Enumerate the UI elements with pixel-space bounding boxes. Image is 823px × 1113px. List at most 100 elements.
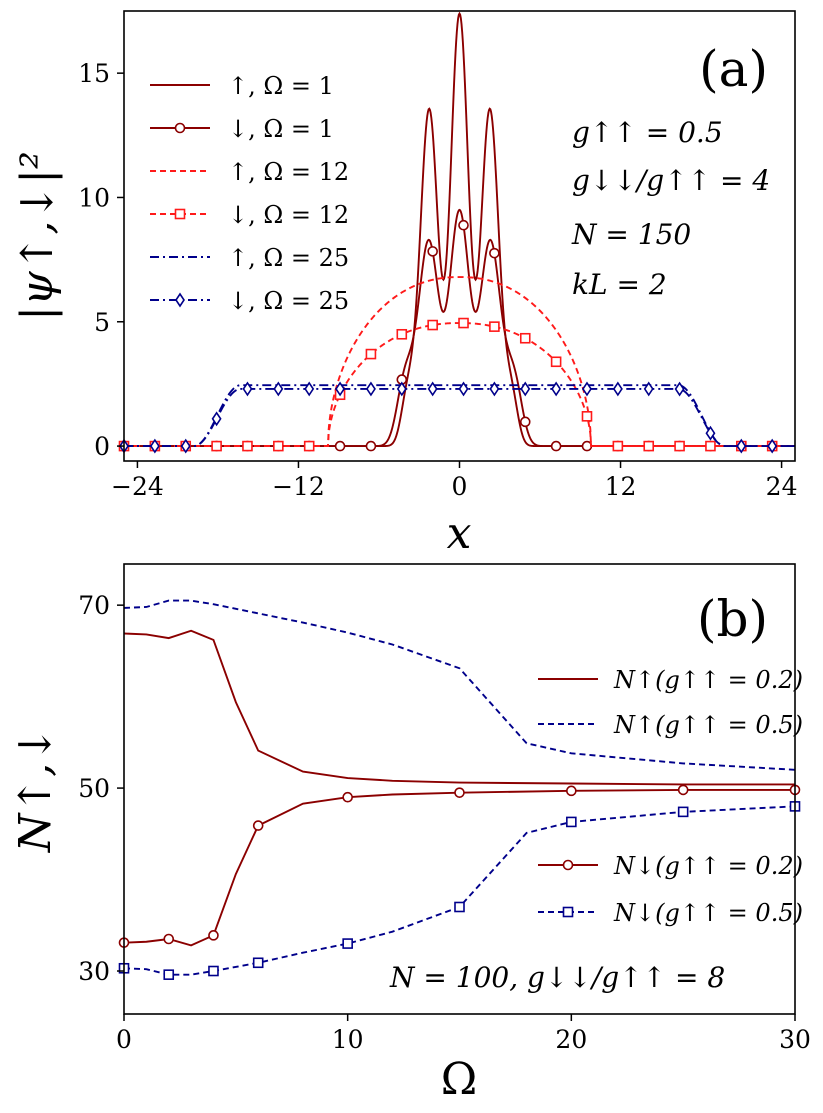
panel-b-series-3-point xyxy=(454,787,465,798)
panel-b-series-line-1 xyxy=(123,629,795,786)
panel-b-x-axis-label: Ω xyxy=(441,1054,477,1105)
panel-a-series-6-point xyxy=(180,438,191,454)
panel-b-series-4-point xyxy=(454,901,465,913)
panel-a-series-4-point xyxy=(705,440,716,452)
panel-b-series-4-point xyxy=(163,969,175,980)
panel-b-y-tick-label: 30 xyxy=(78,957,110,986)
panel-a-series-4-point xyxy=(396,328,408,340)
panel-b-series-3-point xyxy=(677,784,689,796)
legend-a-entry-6: ↓, Ω = 25 xyxy=(228,287,349,315)
panel-a-series-6-point xyxy=(489,381,500,397)
panel-b-series-4-point xyxy=(342,938,353,949)
panel-a-series-6-point xyxy=(582,381,592,397)
panel-a-series-6-point xyxy=(242,381,253,397)
panel-a-legend: ↑, Ω = 1 ↓, Ω = 1 ↑, Ω = 12 ↓, Ω = 12 ↑,… xyxy=(150,72,349,315)
panel-a-x-tick-label: −24 xyxy=(111,472,164,501)
legend-a-entry-4: ↓, Ω = 12 xyxy=(228,201,349,229)
panel-a-series-line-5 xyxy=(124,384,795,448)
panel-a-curves xyxy=(118,11,795,454)
legend-a-entry-1: ↑, Ω = 1 xyxy=(228,72,334,100)
panel-b-x-tick-label: 20 xyxy=(555,1025,587,1054)
panel-b-series-3-point xyxy=(252,820,264,831)
annotation-kl: kL = 2 xyxy=(572,268,667,301)
panel-a-series-4-point xyxy=(489,321,500,332)
panel-a-series-6-point xyxy=(149,438,160,454)
legend-b-sample-marker-3 xyxy=(562,859,574,871)
panel-b-series-4-point xyxy=(208,965,219,977)
panel-a-x-tick-label: 12 xyxy=(605,472,637,501)
legend-b-entry-3: N↓(g↑↑ = 0.2) xyxy=(613,852,803,880)
panel-a-series-6-point xyxy=(365,381,376,397)
panel-b-legend-samples xyxy=(538,678,598,918)
panel-a-series-4-point xyxy=(643,440,655,452)
panel-a-series-4-point xyxy=(458,317,469,329)
panel-a-series-6-point xyxy=(304,381,315,397)
panel-a-series-6-point xyxy=(612,381,623,397)
panel-a-series-4-point xyxy=(581,411,593,422)
legend-a-entry-5: ↑, Ω = 25 xyxy=(228,244,349,272)
panel-a-series-2-point xyxy=(427,246,438,257)
panel-b-series-4-point xyxy=(252,957,264,969)
panel-a-series-2-point xyxy=(489,247,500,259)
panel-b-x-tick-label: 30 xyxy=(779,1025,811,1054)
panel-a-ticks: −24 −12 0 12 24 0 5 10 15 xyxy=(78,59,797,501)
panel-a-series-6-point xyxy=(643,381,654,397)
panel-a-y-tick-label: 15 xyxy=(78,59,110,88)
annotation-g-ratio: g↓↓/g↑↑ = 4 xyxy=(572,164,770,197)
panel-a-series-2-point xyxy=(458,219,469,231)
panel-a-series-4-point xyxy=(273,440,284,452)
panel-a-series-6-point xyxy=(427,381,438,397)
panel-a-series-4-point xyxy=(365,348,377,360)
panel-a-x-axis-label: x xyxy=(447,508,472,559)
panel-a-series-line-6 xyxy=(124,387,795,448)
panel-a-legend-samples xyxy=(150,84,210,308)
panel-a-label: (a) xyxy=(699,40,768,98)
annotation-n: N = 150 xyxy=(571,218,691,251)
panel-a-series-4-point xyxy=(242,440,253,452)
panel-b-series-3-point xyxy=(566,785,577,797)
panel-a-series-4-point xyxy=(550,356,562,368)
panel-b-series-line-2 xyxy=(123,599,796,771)
panel-b: 0 10 20 30 30 50 70 (b) Ω N↑,↓ N↑(g↑↑ = 0.2) N… xyxy=(10,563,811,1105)
panel-a-series-2-point xyxy=(519,416,531,428)
panel-a-y-tick-label: 10 xyxy=(78,183,110,212)
panel-a-x-tick-label: 24 xyxy=(766,472,798,501)
panel-a-y-tick-label: 5 xyxy=(94,308,110,337)
panel-b-y-tick-label: 70 xyxy=(78,591,110,620)
panel-a-series-4-point xyxy=(303,440,315,452)
panel-b-frame xyxy=(123,563,796,1015)
panel-b-legend: N↑(g↑↑ = 0.2) N↑(g↑↑ = 0.5) N↓(g↑↑ = 0.2… xyxy=(538,666,803,927)
panel-b-annotation: N = 100, g↓↓/g↑↑ = 8 xyxy=(389,961,725,994)
panel-a-series-4-point xyxy=(519,332,531,344)
legend-b-entry-1: N↑(g↑↑ = 0.2) xyxy=(613,666,803,694)
panel-a-y-axis-label: |ψ↑,↓|² xyxy=(12,151,63,321)
panel-a-series-6-point xyxy=(705,425,716,441)
panel-a-series-line-3 xyxy=(124,276,795,448)
panel-a-series-6-point xyxy=(458,381,469,397)
panel-a-x-tick-label: 0 xyxy=(452,472,468,501)
panel-b-series-3-point xyxy=(208,930,219,941)
panel-a-x-tick-label: −12 xyxy=(272,472,325,501)
panel-a-y-tick-label: 0 xyxy=(94,432,110,461)
panel-a-series-4-point xyxy=(427,319,438,331)
panel-b-series-4-point xyxy=(566,816,577,828)
panel-a-series-6-point xyxy=(335,381,346,397)
annotation-g-upup: g↑↑ = 0.5 xyxy=(572,116,723,149)
panel-a: −24 −12 0 12 24 0 5 10 15 (a) x |ψ↑,↓|² ↑, Ω = 1… xyxy=(12,10,797,559)
panel-a-series-2-point xyxy=(365,440,377,452)
legend-b-sample-marker-4 xyxy=(562,906,574,918)
panel-a-series-4-point xyxy=(211,440,222,452)
panel-b-series-line-4 xyxy=(123,805,796,976)
legend-a-sample-marker-6 xyxy=(175,292,185,308)
legend-a-entry-2: ↓, Ω = 1 xyxy=(228,115,334,143)
panel-b-series-4-point xyxy=(677,806,689,818)
legend-b-entry-2: N↑(g↑↑ = 0.5) xyxy=(613,711,803,739)
panel-b-ticks: 0 10 20 30 30 50 70 xyxy=(78,591,811,1054)
panel-b-series-3-point xyxy=(342,791,353,803)
panel-a-frame xyxy=(123,10,796,462)
panel-b-series-3-point xyxy=(163,933,175,945)
panel-a-series-4-point xyxy=(612,440,624,452)
panel-a-series-line-1 xyxy=(124,11,795,448)
panel-a-series-6-point xyxy=(520,381,531,397)
panel-a-series-6-point xyxy=(767,438,778,454)
